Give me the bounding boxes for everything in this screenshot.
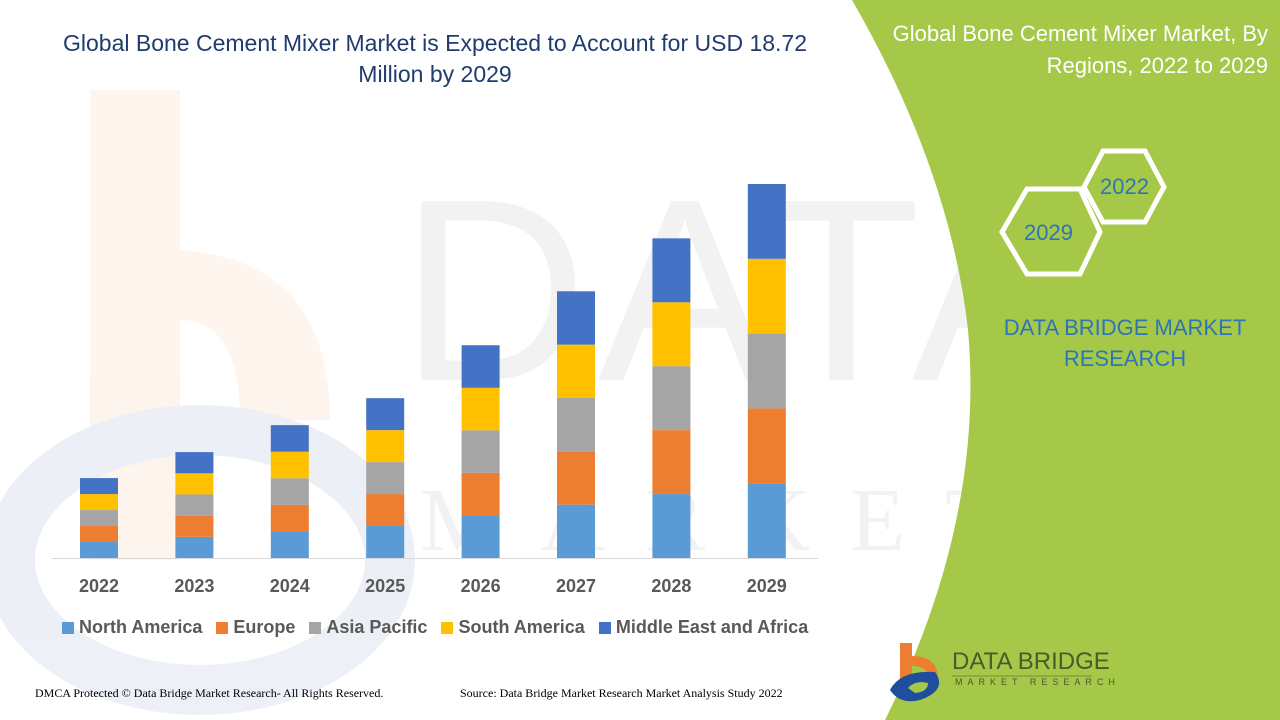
bar-2027-middle-east-and-africa xyxy=(557,291,595,345)
legend-label: North America xyxy=(79,617,203,637)
legend-label: Middle East and Africa xyxy=(615,617,809,637)
bar-2029-europe xyxy=(747,408,786,484)
legend-item: Asia Pacific xyxy=(309,617,427,638)
bar-2028-south-america xyxy=(652,302,691,367)
legend-swatch xyxy=(216,621,229,634)
bar-2025-south-america xyxy=(366,430,405,463)
bar-2029-asia-pacific xyxy=(747,333,786,409)
hex-label-2029: 2029 xyxy=(1024,220,1073,245)
x-tick-label: 2027 xyxy=(556,576,596,596)
bar-2026-asia-pacific xyxy=(461,430,500,473)
side-panel xyxy=(852,0,1280,720)
bar-2026-europe xyxy=(461,472,500,516)
bar-2023-south-america xyxy=(175,473,214,495)
bar-2025-europe xyxy=(366,494,405,527)
logo-icon xyxy=(890,643,940,702)
bar-2023-europe xyxy=(175,515,214,537)
x-tick-label: 2025 xyxy=(365,576,405,596)
hex-label-2022: 2022 xyxy=(1100,174,1149,199)
bar-2022-europe xyxy=(80,526,118,543)
bar-2028-europe xyxy=(652,430,691,495)
legend-label: Asia Pacific xyxy=(326,617,428,637)
bar-2024-middle-east-and-africa xyxy=(270,425,309,452)
bar-2028-north-america xyxy=(652,494,691,558)
bar-2027-south-america xyxy=(557,344,595,398)
x-tick-label: 2026 xyxy=(461,576,501,596)
bar-2022-asia-pacific xyxy=(80,510,118,527)
source-note: Source: Data Bridge Market Research Mark… xyxy=(460,686,783,700)
bar-2029-middle-east-and-africa xyxy=(747,184,786,259)
logo-subtext: MARKET RESEARCH xyxy=(955,677,1120,687)
bar-2028-middle-east-and-africa xyxy=(652,238,691,303)
x-tick-label: 2022 xyxy=(79,576,119,596)
copyright-notice: DMCA Protected © Data Bridge Market Rese… xyxy=(35,686,384,700)
bar-2025-north-america xyxy=(366,526,405,558)
bar-2024-asia-pacific xyxy=(270,478,309,505)
bar-2023-north-america xyxy=(175,536,214,558)
bar-2022-north-america xyxy=(80,542,118,558)
bar-2022-middle-east-and-africa xyxy=(80,478,118,495)
bar-2027-north-america xyxy=(557,504,595,558)
bar-2029-north-america xyxy=(747,483,786,558)
x-tick-label: 2023 xyxy=(174,576,214,596)
legend-swatch xyxy=(598,621,611,634)
bar-2026-north-america xyxy=(461,515,500,558)
legend-item: North America xyxy=(62,617,202,638)
bar-2023-middle-east-and-africa xyxy=(175,452,214,474)
chart-title: Global Bone Cement Mixer Market is Expec… xyxy=(62,30,808,87)
x-tick-label: 2024 xyxy=(270,576,310,596)
legend-swatch xyxy=(309,621,322,634)
bar-2024-europe xyxy=(270,504,309,532)
legend-item: Europe xyxy=(216,617,295,638)
bar-2027-europe xyxy=(557,451,595,505)
legend-label: Europe xyxy=(233,617,296,637)
bar-2027-asia-pacific xyxy=(557,397,595,452)
legend-swatch xyxy=(441,621,454,634)
brand-name: DATA BRIDGE MARKET RESEARCH xyxy=(1003,315,1247,371)
bar-2026-middle-east-and-africa xyxy=(461,345,500,388)
legend-label: South America xyxy=(458,617,585,637)
bar-2023-asia-pacific xyxy=(175,494,214,516)
x-tick-label: 2029 xyxy=(747,576,787,596)
bar-2029-south-america xyxy=(747,258,786,334)
bar-2025-middle-east-and-africa xyxy=(366,398,405,431)
legend-item: South America xyxy=(441,617,585,638)
bar-2024-north-america xyxy=(270,531,309,558)
hexagon-2022 xyxy=(1081,148,1167,225)
chart-legend: North America Europe Asia Pacific South Ame… xyxy=(62,617,808,638)
legend-item: Middle East and Africa xyxy=(598,617,809,638)
hexagon-2029 xyxy=(999,186,1103,277)
logo-text: DATA BRIDGE xyxy=(952,648,1110,675)
bar-2028-asia-pacific xyxy=(652,366,691,431)
bar-2025-asia-pacific xyxy=(366,462,405,495)
x-tick-label: 2028 xyxy=(651,576,691,596)
side-panel-title: Global Bone Cement Mixer Market, By Regi… xyxy=(892,21,1268,78)
bar-2024-south-america xyxy=(270,451,309,479)
bar-2022-south-america xyxy=(80,494,118,511)
legend-swatch xyxy=(62,621,74,634)
bar-2026-south-america xyxy=(461,387,500,431)
